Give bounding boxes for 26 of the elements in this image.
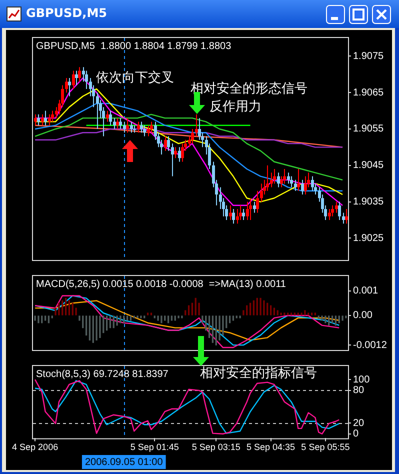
annotation: 依次向下交叉: [96, 70, 174, 85]
y-tick-label: 80: [353, 385, 365, 396]
x-tick-label: 4 Sep 2006: [12, 442, 58, 452]
chart-subtitle: GBPUSD,M5 1.8800 1.8804 1.8799 1.8803: [36, 40, 232, 52]
y-tick-label: 0.001: [353, 286, 378, 297]
y-tick-label: 20: [353, 418, 365, 429]
annotation: 反作用力: [209, 98, 262, 114]
y-tick-label: 1.9055: [353, 124, 384, 135]
x-tick-label: 5 Sep 01:45: [130, 442, 179, 452]
chart-subtitle: Stoch(8,5,3) 69.7248 81.8397: [36, 368, 169, 380]
x-tick-label: 5 Sep 03:15: [192, 442, 240, 452]
annotation: 相对安全的指标信号: [200, 364, 317, 380]
y-tick-label: 1.9035: [353, 196, 384, 208]
y-tick-label: 1.9065: [353, 87, 384, 98]
y-tick-label: 100: [353, 374, 370, 386]
chart-subtitle: MACD(5,26,5) 0.0015 0.0018 -0.0008 =>MA(13) 0.0011: [36, 278, 286, 290]
ref-line-label: 2006.09.05 01:00: [84, 456, 164, 468]
chart-title: GBPUSD,M5: [26, 6, 107, 20]
y-tick-label: 1.9045: [353, 160, 384, 172]
y-tick-label: 0.00: [353, 310, 373, 322]
y-tick-label: 0: [353, 428, 359, 440]
y-tick-label: 1.9075: [353, 50, 384, 62]
y-tick-label: 1.9025: [353, 232, 384, 244]
x-tick-label: 5 Sep 05:55: [301, 442, 350, 452]
y-tick-label: -0.0012: [353, 340, 388, 351]
x-tick-label: 5 Sep 04:35: [246, 442, 296, 452]
